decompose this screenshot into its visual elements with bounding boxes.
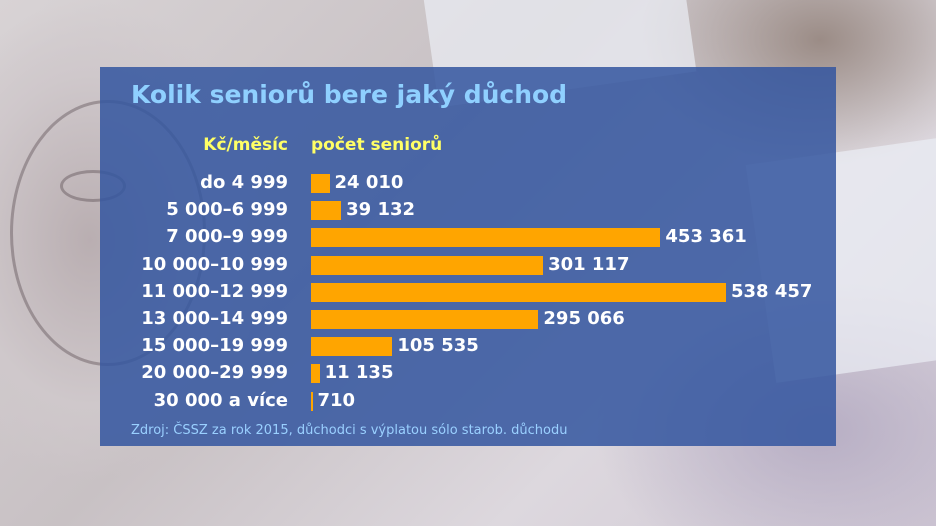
category-label: 30 000 a více [153, 389, 288, 411]
category-label: 15 000–19 999 [141, 335, 288, 357]
category-label: 11 000–12 999 [141, 280, 288, 302]
value-label: 105 535 [397, 335, 479, 357]
category-label: do 4 999 [200, 172, 288, 193]
bar [311, 228, 661, 248]
value-label: 24 010 [334, 172, 404, 193]
source-note: Zdroj: ČSSZ za rok 2015, důchodci s výpl… [131, 423, 568, 438]
value-label: 11 135 [324, 362, 394, 384]
bar [311, 282, 726, 302]
value-label: 710 [317, 389, 356, 411]
category-label: 7 000–9 999 [166, 226, 288, 248]
category-label: 13 000–14 999 [141, 308, 288, 329]
value-label: 39 132 [346, 199, 416, 221]
bar [311, 337, 393, 357]
value-label: 538 457 [731, 280, 813, 302]
category-label: 5 000–6 999 [166, 199, 288, 221]
bar [311, 201, 342, 221]
bar [311, 174, 330, 193]
category-label: 10 000–10 999 [141, 253, 288, 275]
bar [311, 255, 544, 275]
category-header: Kč/měsíc [203, 135, 288, 155]
bar [311, 310, 539, 329]
chart-title: Kolik seniorů bere jaký důchod [131, 80, 568, 109]
value-header: počet seniorů [311, 135, 443, 155]
value-label: 295 066 [543, 308, 625, 329]
chart-panel: Kolik seniorů bere jaký důchod Kč/měsíc … [100, 67, 836, 446]
bar [311, 391, 313, 411]
value-label: 453 361 [665, 226, 747, 248]
value-label: 301 117 [548, 253, 630, 275]
category-label: 20 000–29 999 [141, 362, 288, 384]
bar [311, 364, 320, 384]
